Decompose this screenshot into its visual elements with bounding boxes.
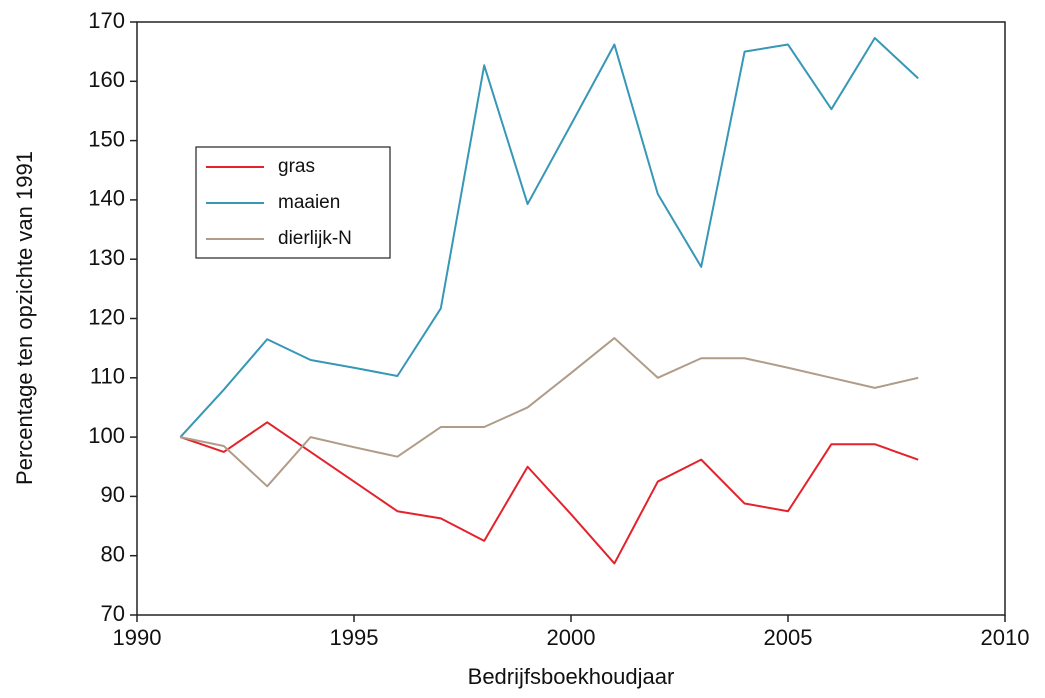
x-tick-label: 1995 xyxy=(330,625,379,650)
x-axis-label: Bedrijfsboekhoudjaar xyxy=(468,664,675,689)
legend-label: maaien xyxy=(278,192,340,213)
y-tick-label: 170 xyxy=(88,8,125,33)
legend-label: dierlijk-N xyxy=(278,228,352,249)
y-tick-label: 130 xyxy=(88,245,125,270)
series-line xyxy=(179,37,919,438)
x-tick-label: 2000 xyxy=(547,625,596,650)
series-line xyxy=(180,421,919,565)
plot-frame xyxy=(136,21,1006,616)
y-tick-label: 100 xyxy=(88,423,125,448)
series-line xyxy=(180,337,919,488)
legend-label: gras xyxy=(278,156,315,177)
y-tick-label: 80 xyxy=(101,542,125,567)
y-tick-label: 150 xyxy=(88,126,125,151)
y-tick-label: 160 xyxy=(88,67,125,92)
y-tick-label: 70 xyxy=(101,601,125,626)
y-tick-label: 90 xyxy=(101,482,125,507)
x-tick-label: 2005 xyxy=(764,625,813,650)
y-tick-label: 120 xyxy=(88,304,125,329)
y-axis-label: Percentage ten opzichte van 1991 xyxy=(12,151,37,485)
x-tick-label: 1990 xyxy=(113,625,162,650)
y-tick-label: 110 xyxy=(90,364,125,389)
x-tick-label: 2010 xyxy=(981,625,1030,650)
y-tick-label: 140 xyxy=(88,186,125,211)
